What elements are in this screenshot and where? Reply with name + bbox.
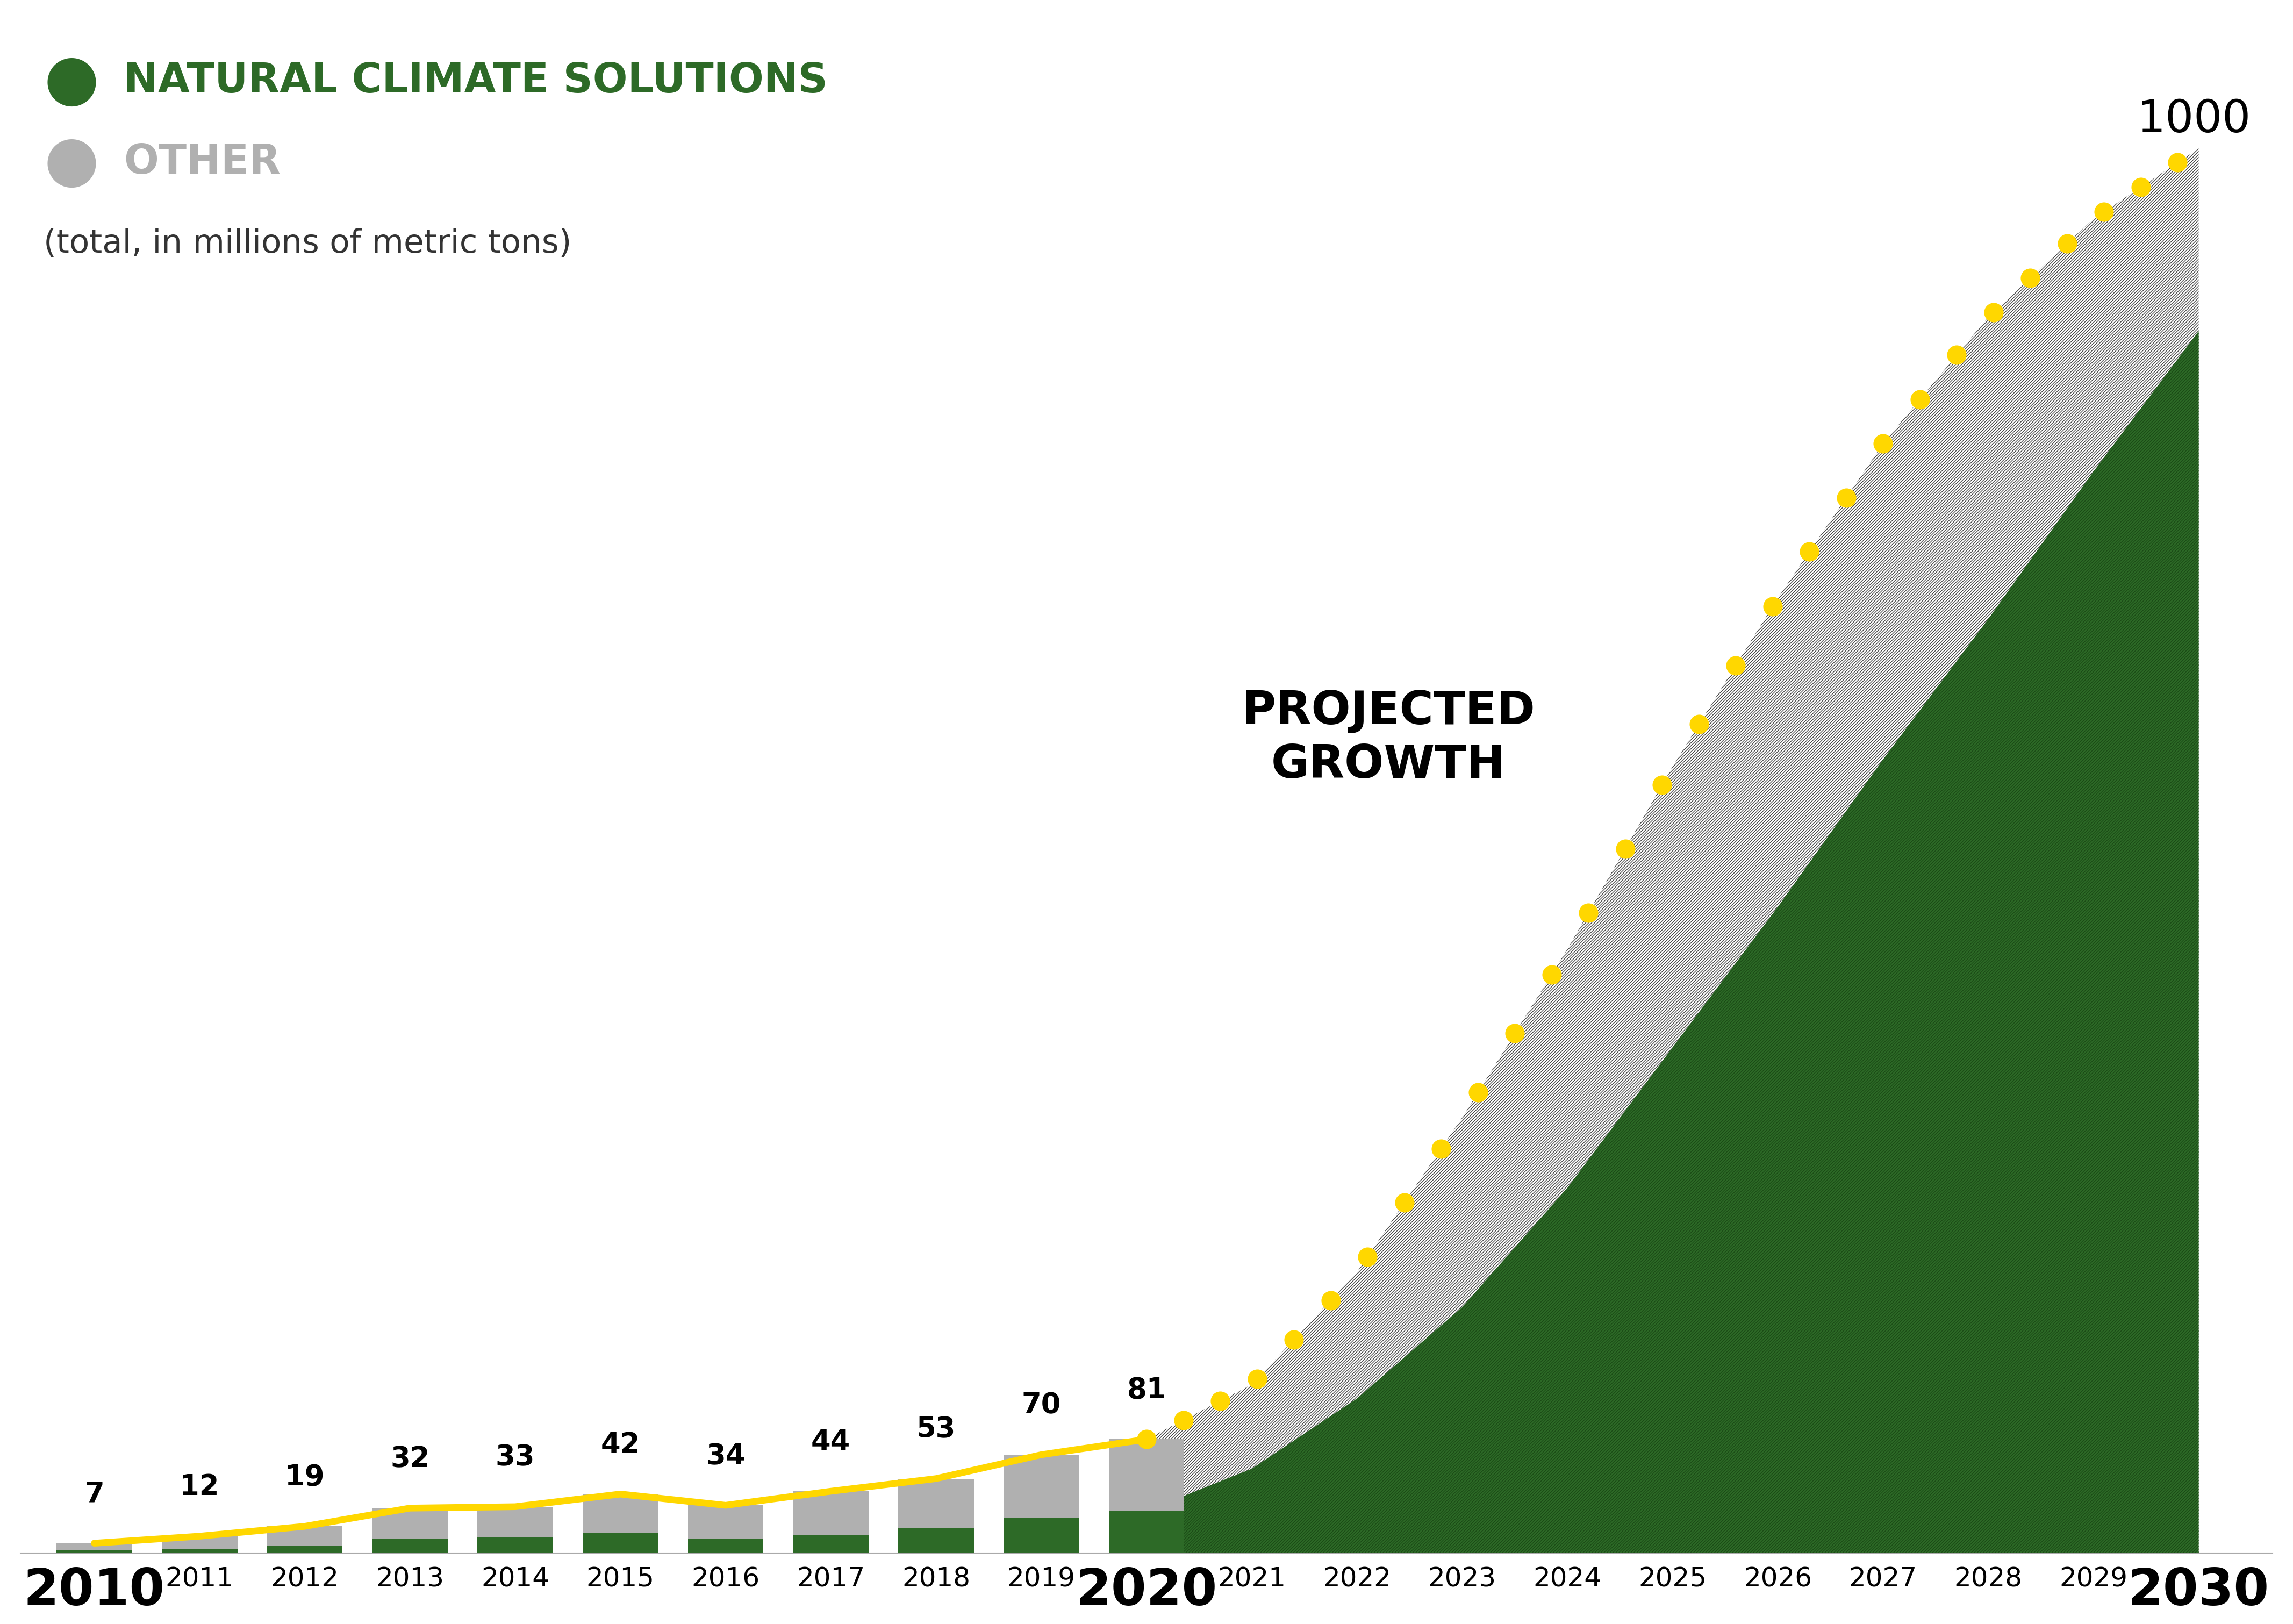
Bar <box>57 1543 133 1551</box>
Bar <box>793 1491 869 1535</box>
Text: 42: 42 <box>601 1431 640 1458</box>
Bar <box>266 1527 342 1546</box>
Bar <box>688 1540 764 1553</box>
Bar <box>1004 1518 1080 1553</box>
Bar <box>582 1533 658 1553</box>
Bar <box>161 1549 238 1553</box>
Bar <box>1108 1510 1185 1553</box>
Bar <box>161 1536 238 1549</box>
Bar <box>1004 1455 1080 1518</box>
Text: 32: 32 <box>390 1445 429 1473</box>
Text: 7: 7 <box>85 1479 103 1509</box>
Text: ●: ● <box>44 132 99 193</box>
Text: 34: 34 <box>706 1442 745 1470</box>
Text: 81: 81 <box>1126 1376 1167 1405</box>
Bar <box>582 1494 658 1533</box>
Bar <box>266 1546 342 1553</box>
Text: PROJECTED
GROWTH: PROJECTED GROWTH <box>1243 690 1536 788</box>
Text: 70: 70 <box>1023 1392 1062 1419</box>
Text: 12: 12 <box>179 1473 220 1501</box>
Bar <box>477 1507 553 1538</box>
Bar <box>1108 1439 1185 1510</box>
Text: 44: 44 <box>812 1427 851 1457</box>
Text: OTHER: OTHER <box>124 143 280 182</box>
Bar <box>371 1540 447 1553</box>
Bar <box>57 1551 133 1553</box>
Bar <box>899 1528 975 1553</box>
Bar <box>793 1535 869 1553</box>
Bar <box>371 1509 447 1540</box>
Text: 1000: 1000 <box>2137 97 2252 141</box>
Text: ●: ● <box>44 50 99 112</box>
Bar <box>477 1538 553 1553</box>
Bar <box>899 1478 975 1528</box>
Text: (total, in millions of metric tons): (total, in millions of metric tons) <box>44 227 571 260</box>
Text: NATURAL CLIMATE SOLUTIONS: NATURAL CLIMATE SOLUTIONS <box>124 62 828 101</box>
Bar <box>688 1505 764 1540</box>
Text: 33: 33 <box>495 1444 534 1471</box>
Text: 19: 19 <box>284 1463 326 1491</box>
Text: 53: 53 <box>917 1416 956 1444</box>
